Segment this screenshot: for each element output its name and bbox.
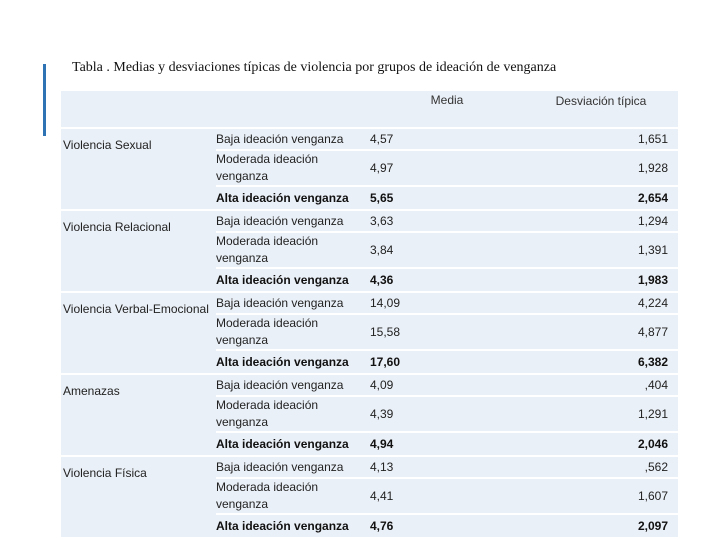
media-cell: 14,09 [370, 293, 524, 313]
table-row: Alta ideación venganza 4,36 1,983 [61, 269, 678, 291]
media-cell: 4,39 [370, 397, 524, 431]
row-label: Moderada ideación venganza [216, 397, 370, 431]
row-label: Alta ideación venganza [216, 515, 370, 537]
header-empty-cell [61, 91, 216, 127]
media-cell: 3,84 [370, 233, 524, 267]
desviacion-cell: 1,291 [524, 397, 678, 431]
table-row: Violencia Sexual Baja ideación venganza 4,… [61, 129, 678, 209]
group-label: Violencia Sexual [61, 129, 216, 209]
media-cell: 3,63 [370, 211, 524, 231]
table-row: Moderada ideación venganza 4,39 1,291 [61, 397, 678, 431]
media-cell: 4,57 [370, 129, 524, 149]
table-row: Violencia Relacional Baja ideación vengan… [61, 211, 678, 291]
desviacion-cell: ,562 [524, 457, 678, 477]
table-row: Alta ideación venganza 5,65 2,654 [61, 187, 678, 209]
header-media: Media [370, 91, 524, 127]
table-row: Moderada ideación venganza 15,58 4,877 [61, 315, 678, 349]
desviacion-cell: 1,651 [524, 129, 678, 149]
desviacion-cell: 2,097 [524, 515, 678, 537]
desviacion-cell: 6,382 [524, 351, 678, 373]
row-label: Alta ideación venganza [216, 433, 370, 455]
row-label: Baja ideación venganza [216, 293, 370, 313]
table-row: Moderada ideación venganza 3,84 1,391 [61, 233, 678, 267]
table-row: Violencia Física Baja ideación venganza 4,… [61, 457, 678, 537]
row-label: Alta ideación venganza [216, 351, 370, 373]
row-label: Alta ideación venganza [216, 269, 370, 291]
group-label: Amenazas [61, 375, 216, 455]
desviacion-cell: 2,654 [524, 187, 678, 209]
row-label: Baja ideación venganza [216, 211, 370, 231]
group-label: Violencia Verbal-Emocional [61, 293, 216, 373]
header-empty-cell [216, 91, 370, 127]
desviacion-cell: 1,607 [524, 479, 678, 513]
desviacion-cell: 4,877 [524, 315, 678, 349]
desviacion-cell: 4,224 [524, 293, 678, 313]
desviacion-cell: 1,928 [524, 151, 678, 185]
table-row: Moderada ideación venganza 4,97 1,928 [61, 151, 678, 185]
row-label: Baja ideación venganza [216, 129, 370, 149]
media-cell: 5,65 [370, 187, 524, 209]
row-label: Moderada ideación venganza [216, 315, 370, 349]
desviacion-cell: 1,294 [524, 211, 678, 231]
media-cell: 4,94 [370, 433, 524, 455]
row-label: Baja ideación venganza [216, 457, 370, 477]
row-label: Baja ideación venganza [216, 375, 370, 395]
row-label: Moderada ideación venganza [216, 233, 370, 267]
desviacion-cell: ,404 [524, 375, 678, 395]
desviacion-cell: 1,983 [524, 269, 678, 291]
row-label: Alta ideación venganza [216, 187, 370, 209]
group-label: Violencia Relacional [61, 211, 216, 291]
media-cell: 4,09 [370, 375, 524, 395]
media-cell: 4,97 [370, 151, 524, 185]
media-cell: 4,13 [370, 457, 524, 477]
table-row: Moderada ideación venganza 4,41 1,607 [61, 479, 678, 513]
group-label: Violencia Física [61, 457, 216, 537]
media-cell: 4,76 [370, 515, 524, 537]
media-cell: 4,36 [370, 269, 524, 291]
table-row: Alta ideación venganza 4,76 2,097 [61, 515, 678, 537]
row-label: Moderada ideación venganza [216, 479, 370, 513]
table-row: Violencia Verbal-Emocional Baja ideación … [61, 293, 678, 373]
data-table: Media Desviación típica Violencia Sexual… [61, 89, 678, 539]
table-row: Alta ideación venganza 17,60 6,382 [61, 351, 678, 373]
table-row: Alta ideación venganza 4,94 2,046 [61, 433, 678, 455]
desviacion-cell: 2,046 [524, 433, 678, 455]
header-desviacion: Desviación típica [524, 91, 678, 127]
header-row: Media Desviación típica [61, 91, 678, 127]
media-cell: 4,41 [370, 479, 524, 513]
media-cell: 15,58 [370, 315, 524, 349]
media-cell: 17,60 [370, 351, 524, 373]
table-title: Tabla . Medias y desviaciones típicas de… [72, 60, 557, 75]
desviacion-cell: 1,391 [524, 233, 678, 267]
table-body: Media Desviación típica Violencia Sexual… [61, 91, 678, 537]
row-label: Moderada ideación venganza [216, 151, 370, 185]
table-row: Amenazas Baja ideación venganza 4,09,404 [61, 375, 678, 455]
accent-bar [43, 64, 46, 136]
